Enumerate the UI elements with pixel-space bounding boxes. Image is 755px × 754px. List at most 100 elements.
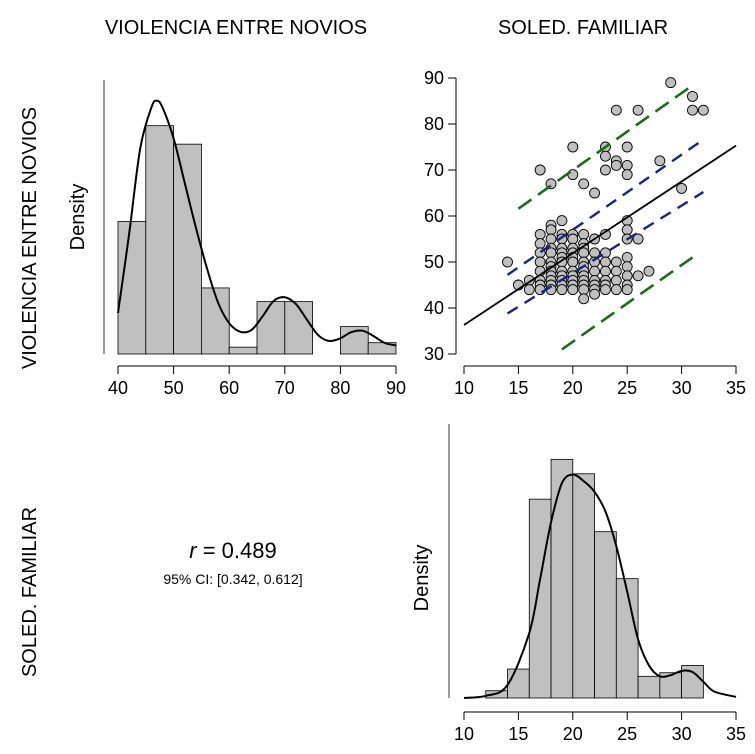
histogram-1-x-tick-label: 80 bbox=[330, 378, 350, 398]
scatter-point bbox=[610, 265, 622, 277]
histogram-bar bbox=[507, 668, 530, 699]
scatter-point bbox=[621, 284, 633, 296]
scatter-point bbox=[599, 256, 611, 268]
scatter-point bbox=[621, 169, 633, 181]
scatter-y-tick-label: 50 bbox=[424, 252, 444, 272]
scatter-point bbox=[697, 104, 709, 116]
histogram-bar bbox=[528, 498, 552, 699]
scatter-point bbox=[578, 178, 590, 190]
histogram-bar bbox=[200, 287, 230, 355]
density-curve bbox=[117, 99, 397, 347]
scatter-point bbox=[610, 284, 622, 296]
scatter-point bbox=[534, 164, 546, 176]
scatter-point bbox=[556, 215, 568, 227]
r-value: = 0.489 bbox=[197, 538, 277, 563]
scatter-point bbox=[556, 284, 568, 296]
histogram-1-x-tick-label: 40 bbox=[108, 378, 128, 398]
histogram-1-x-tick-label: 50 bbox=[164, 378, 184, 398]
scatter-point bbox=[654, 155, 666, 167]
scatter-point bbox=[610, 159, 622, 171]
histogram-2-ylabel: Density bbox=[411, 545, 433, 612]
density-curve bbox=[463, 473, 737, 699]
histogram-1-x-tick-label: 70 bbox=[275, 378, 295, 398]
histogram-1-ylabel: Density bbox=[67, 184, 89, 251]
scatter-point bbox=[665, 77, 677, 89]
scatter-x-tick-label: 35 bbox=[726, 378, 746, 398]
scatter-x-tick-label: 15 bbox=[508, 378, 528, 398]
histogram-2-x-tick-label: 10 bbox=[454, 724, 474, 744]
column-header-1: VIOLENCIA ENTRE NOVIOS bbox=[105, 17, 367, 39]
scatter-point bbox=[632, 104, 644, 116]
scatter-point bbox=[610, 104, 622, 116]
histogram-2-x-tick-label: 15 bbox=[508, 724, 528, 744]
scatter-point bbox=[502, 256, 513, 268]
scatter-y-tick-label: 30 bbox=[424, 344, 444, 364]
scatter-point bbox=[578, 228, 590, 240]
scatter-y-tick-label: 40 bbox=[424, 298, 444, 318]
prediction-band-lower bbox=[561, 256, 694, 351]
scatter-x-tick-label: 25 bbox=[617, 378, 637, 398]
scatter-point bbox=[621, 159, 633, 171]
histogram-bar bbox=[284, 301, 313, 355]
scatter-point bbox=[567, 284, 579, 296]
scatter-point bbox=[610, 256, 622, 268]
scatter-y-tick-label: 70 bbox=[424, 160, 444, 180]
scatter-y-tick-label: 80 bbox=[424, 114, 444, 134]
scatter-point bbox=[578, 284, 590, 296]
scatter-point bbox=[632, 270, 644, 282]
scatter-point bbox=[599, 164, 611, 176]
scatter-point bbox=[621, 224, 633, 236]
histogram-bar bbox=[173, 143, 202, 355]
scatter-point bbox=[599, 284, 611, 296]
scatter-point bbox=[545, 247, 557, 259]
scatter-y-tick-label: 60 bbox=[424, 206, 444, 226]
histogram-bar bbox=[256, 301, 286, 355]
histogram-bar bbox=[637, 675, 661, 699]
scatter-point bbox=[610, 274, 622, 286]
regression-line bbox=[463, 144, 737, 326]
histogram-2-x-tick-label: 30 bbox=[672, 724, 692, 744]
scatter-point bbox=[599, 265, 611, 277]
scatter-point bbox=[621, 251, 633, 263]
scatter-point bbox=[534, 284, 546, 296]
histogram-2-x-tick-label: 25 bbox=[617, 724, 637, 744]
scatter-x-tick-label: 20 bbox=[563, 378, 583, 398]
histogram-soledad: Density 10 15 20 25 30 35 bbox=[411, 424, 746, 744]
histogram-bar bbox=[594, 531, 617, 699]
histogram-2-x-tick-label: 20 bbox=[563, 724, 583, 744]
column-header-2: SOLED. FAMILIAR bbox=[498, 17, 668, 39]
row-header-1: VIOLENCIA ENTRE NOVIOS bbox=[19, 107, 41, 369]
scatterplot-panel: 30 40 50 60 70 80 90 10 15 20 25 30 35 bbox=[424, 68, 746, 398]
scatter-point bbox=[545, 224, 557, 236]
histogram-bar bbox=[615, 578, 639, 699]
scatter-point bbox=[589, 288, 601, 300]
histogram-violencia: Density 40 50 60 70 80 90 bbox=[67, 80, 406, 398]
scatter-point bbox=[545, 233, 557, 245]
confidence-interval-text: 95% CI: [0.342, 0.612] bbox=[163, 571, 302, 587]
histogram-bar bbox=[572, 473, 595, 699]
scatter-point bbox=[567, 233, 579, 245]
scatter-y-tick-label: 90 bbox=[424, 68, 444, 88]
scatter-point bbox=[534, 228, 546, 240]
scatter-point bbox=[599, 150, 611, 162]
scatter-point bbox=[589, 187, 601, 199]
correlation-coefficient: r = 0.489 bbox=[189, 538, 276, 563]
scatter-point bbox=[621, 141, 633, 153]
histogram-bar bbox=[550, 458, 574, 699]
scatter-x-tick-label: 10 bbox=[454, 378, 474, 398]
scatter-point bbox=[621, 270, 633, 282]
histogram-2-x-tick-label: 35 bbox=[726, 724, 746, 744]
scatter-point bbox=[687, 90, 698, 102]
scatter-point bbox=[523, 284, 535, 296]
scatter-point bbox=[643, 265, 655, 277]
scatter-x-tick-label: 30 bbox=[672, 378, 692, 398]
histogram-bar bbox=[228, 346, 258, 355]
histogram-bar bbox=[117, 221, 147, 355]
scatter-point bbox=[534, 238, 546, 250]
scatter-point bbox=[621, 261, 633, 273]
scatter-point bbox=[534, 256, 546, 268]
scatter-point bbox=[687, 104, 698, 116]
histogram-1-x-tick-label: 90 bbox=[386, 378, 406, 398]
